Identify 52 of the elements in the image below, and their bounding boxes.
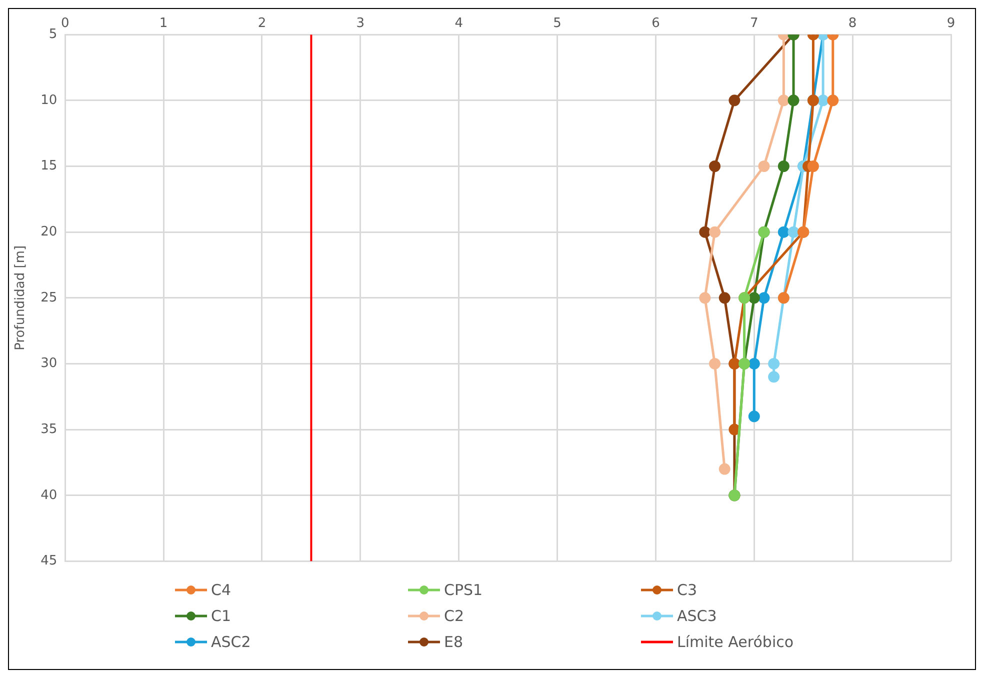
- legend-label: Límite Aeróbico: [677, 633, 794, 651]
- point: [768, 358, 780, 370]
- point: [778, 226, 790, 238]
- point: [778, 160, 790, 172]
- y-tick-label: 35: [40, 422, 58, 437]
- x-tick-label: 5: [553, 16, 562, 32]
- legend-label: E8: [444, 633, 464, 651]
- point: [807, 160, 819, 172]
- point: [718, 292, 730, 304]
- point: [827, 94, 839, 106]
- legend-label: CPS1: [444, 581, 483, 599]
- y-tick-label: 20: [40, 224, 58, 240]
- y-tick-label: 40: [40, 488, 58, 503]
- x-tick-label: 1: [159, 16, 168, 32]
- y-axis-title: Profundidad [m]: [13, 245, 28, 350]
- x-tick-label: 3: [356, 16, 365, 32]
- legend-label: ASC3: [677, 607, 717, 625]
- point: [778, 94, 790, 106]
- point: [718, 463, 730, 475]
- y-tick-label: 10: [40, 92, 58, 108]
- legend-label: C3: [677, 581, 698, 599]
- x-tick-label: 6: [652, 16, 660, 32]
- x-tick-label: 4: [454, 16, 463, 32]
- point: [699, 292, 711, 304]
- point: [788, 94, 800, 106]
- x-tick-label: 7: [750, 16, 758, 32]
- point: [788, 226, 800, 238]
- point: [748, 410, 760, 422]
- point: [709, 160, 721, 172]
- x-tick-label: 9: [946, 16, 956, 32]
- point: [748, 292, 760, 304]
- y-tick-label: 25: [40, 290, 58, 306]
- x-tick-label: 2: [258, 16, 266, 32]
- point: [728, 94, 740, 106]
- legend-label: C4: [211, 581, 232, 599]
- point: [758, 160, 770, 172]
- legend-label: C1: [211, 607, 232, 625]
- x-tick-label: 0: [61, 16, 70, 32]
- y-tick-label: 30: [40, 356, 58, 372]
- legend-label: C2: [444, 607, 464, 625]
- point: [758, 292, 770, 304]
- point: [817, 94, 829, 106]
- y-tick-label: 15: [40, 158, 58, 174]
- y-tick-label: 45: [40, 554, 58, 569]
- point: [709, 358, 721, 370]
- point: [709, 226, 721, 238]
- x-tick-label: 8: [848, 16, 857, 32]
- y-tick-label: 5: [48, 26, 58, 42]
- legend-label: ASC2: [211, 633, 251, 651]
- point: [768, 371, 780, 383]
- point: [699, 226, 711, 238]
- point: [748, 358, 760, 370]
